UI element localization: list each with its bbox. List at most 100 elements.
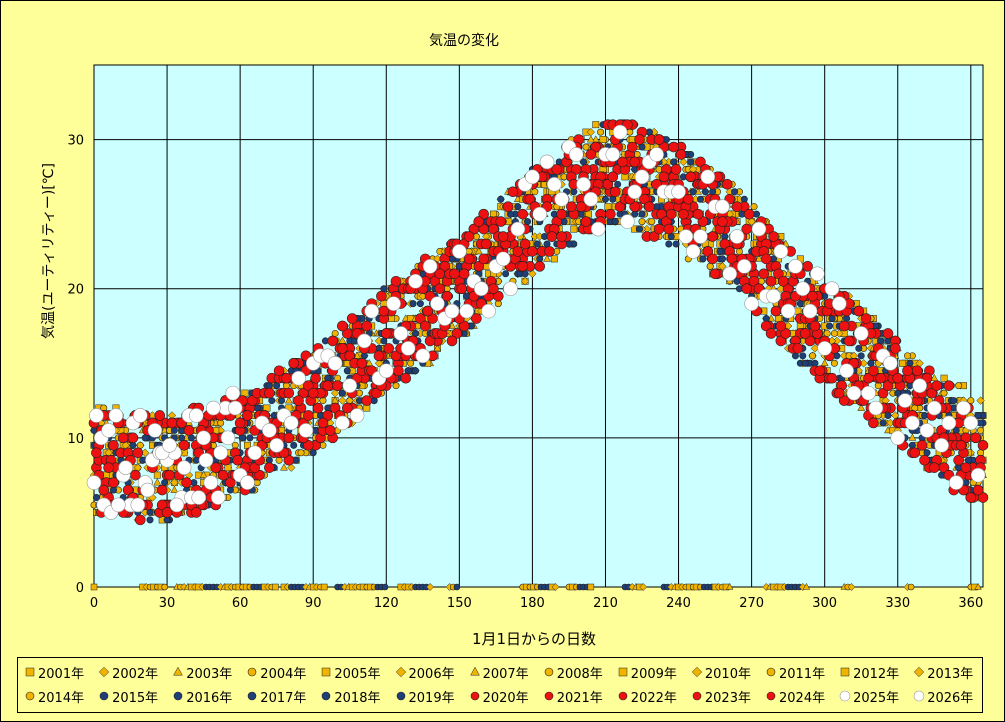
data-point xyxy=(284,396,293,404)
legend-item: 2026年 xyxy=(913,686,973,706)
data-point xyxy=(765,275,777,287)
y-tick-label: 10 xyxy=(67,432,84,447)
data-point xyxy=(433,344,442,352)
data-point xyxy=(689,188,697,196)
data-point xyxy=(916,440,928,451)
data-point xyxy=(154,410,166,421)
data-point xyxy=(868,400,884,416)
data-point xyxy=(592,121,600,129)
data-point xyxy=(953,454,964,466)
data-point xyxy=(89,408,104,423)
data-point xyxy=(407,359,415,367)
legend-item: 2023年 xyxy=(691,686,751,706)
data-point xyxy=(409,300,417,308)
data-point xyxy=(551,164,563,175)
data-point xyxy=(700,169,716,185)
data-point xyxy=(861,385,876,401)
data-point xyxy=(98,484,110,496)
data-point xyxy=(338,389,346,397)
data-point xyxy=(161,507,173,518)
zero-point xyxy=(90,583,98,591)
data-point xyxy=(707,231,718,242)
data-point xyxy=(804,335,816,347)
legend-marker-shape xyxy=(395,666,406,678)
zero-point xyxy=(587,583,595,591)
data-point xyxy=(679,157,688,167)
data-point xyxy=(337,343,348,354)
data-point xyxy=(773,244,789,259)
data-point xyxy=(715,199,730,214)
data-point xyxy=(497,195,505,203)
data-point xyxy=(188,408,204,423)
data-point xyxy=(721,179,733,190)
data-point xyxy=(768,231,779,242)
data-point xyxy=(458,320,470,332)
data-point xyxy=(963,415,979,431)
data-point xyxy=(576,177,591,192)
zero-point xyxy=(320,583,328,591)
data-point xyxy=(364,303,379,319)
data-point xyxy=(931,380,943,391)
zero-point xyxy=(802,582,811,590)
data-point xyxy=(524,193,536,205)
legend-marker xyxy=(470,691,479,701)
data-point xyxy=(335,415,350,431)
data-point xyxy=(303,380,314,391)
data-point xyxy=(801,359,809,367)
data-point xyxy=(86,475,102,490)
data-point xyxy=(434,268,446,280)
data-point xyxy=(190,507,202,518)
y-tick-label: 0 xyxy=(76,581,84,596)
data-point xyxy=(493,290,504,302)
data-point xyxy=(830,359,838,367)
data-point xyxy=(675,149,687,160)
data-point xyxy=(380,328,392,339)
x-tick-label: 300 xyxy=(812,596,837,611)
legend-item: 2001年 xyxy=(24,662,84,682)
legend-item: 2021年 xyxy=(543,686,603,706)
data-point xyxy=(324,425,336,436)
data-point xyxy=(343,367,351,375)
data-point xyxy=(357,333,372,349)
data-point xyxy=(716,247,724,255)
data-point xyxy=(743,208,755,220)
data-point xyxy=(196,430,211,446)
data-point xyxy=(419,320,431,332)
data-point xyxy=(525,169,540,185)
data-point xyxy=(502,270,510,278)
data-point xyxy=(262,423,277,438)
data-point xyxy=(361,395,373,406)
data-point xyxy=(463,231,475,242)
data-point xyxy=(247,395,258,406)
data-point xyxy=(943,380,955,391)
data-point xyxy=(826,322,834,330)
data-point xyxy=(539,154,555,170)
data-point xyxy=(795,281,811,297)
data-point xyxy=(718,255,726,263)
legend-marker xyxy=(25,667,35,677)
legend-marker-shape xyxy=(470,691,479,701)
data-point xyxy=(582,143,590,151)
data-point xyxy=(585,149,597,160)
data-point xyxy=(147,423,163,438)
legend-marker xyxy=(395,666,406,678)
x-tick-label: 180 xyxy=(520,596,545,611)
legend-marker xyxy=(322,691,331,701)
data-point xyxy=(758,268,770,280)
data-point xyxy=(156,499,168,511)
data-point xyxy=(697,216,709,227)
legend-marker xyxy=(247,667,257,677)
data-point xyxy=(892,372,904,384)
data-point xyxy=(890,343,901,354)
data-point xyxy=(930,373,939,382)
data-point xyxy=(473,281,489,297)
data-point xyxy=(166,417,178,429)
data-point xyxy=(550,255,558,263)
legend-label: 2003年 xyxy=(186,666,233,682)
data-point xyxy=(307,387,319,399)
data-point xyxy=(709,268,721,280)
legend-marker xyxy=(99,691,109,701)
legend-item: 2024年 xyxy=(765,686,825,706)
data-point xyxy=(580,216,592,227)
